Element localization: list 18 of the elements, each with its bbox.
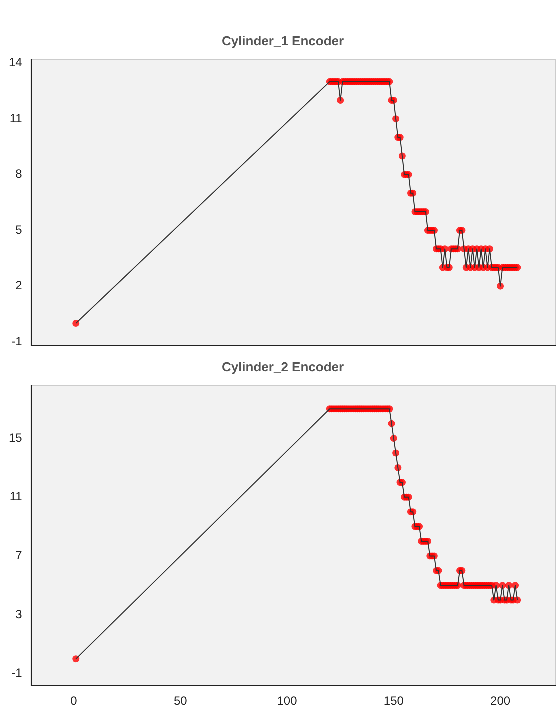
y-tick-label: -1 <box>12 334 23 348</box>
y-tick-label: 8 <box>16 167 23 182</box>
x-tick-label: 100 <box>277 694 298 708</box>
y-tick-label: 5 <box>16 222 23 237</box>
x-tick-label: 50 <box>174 694 188 708</box>
y-tick-label: 11 <box>10 111 23 126</box>
y-tick-label: 15 <box>8 430 23 445</box>
y-tick-label: -1 <box>12 666 23 680</box>
y-tick-label: 11 <box>10 490 23 504</box>
x-tick-label: 0 <box>70 694 78 708</box>
chart-title: Cylinder_1 Encoder <box>222 33 344 48</box>
y-tick-label: 3 <box>16 607 23 622</box>
y-tick-label: 14 <box>8 56 23 70</box>
chart-title: Cylinder_2 Encoder <box>222 359 344 374</box>
y-tick-label: 7 <box>16 548 23 562</box>
x-tick-label: 200 <box>490 694 511 708</box>
x-tick-label: 150 <box>384 694 404 708</box>
y-tick-label: 2 <box>16 278 23 293</box>
